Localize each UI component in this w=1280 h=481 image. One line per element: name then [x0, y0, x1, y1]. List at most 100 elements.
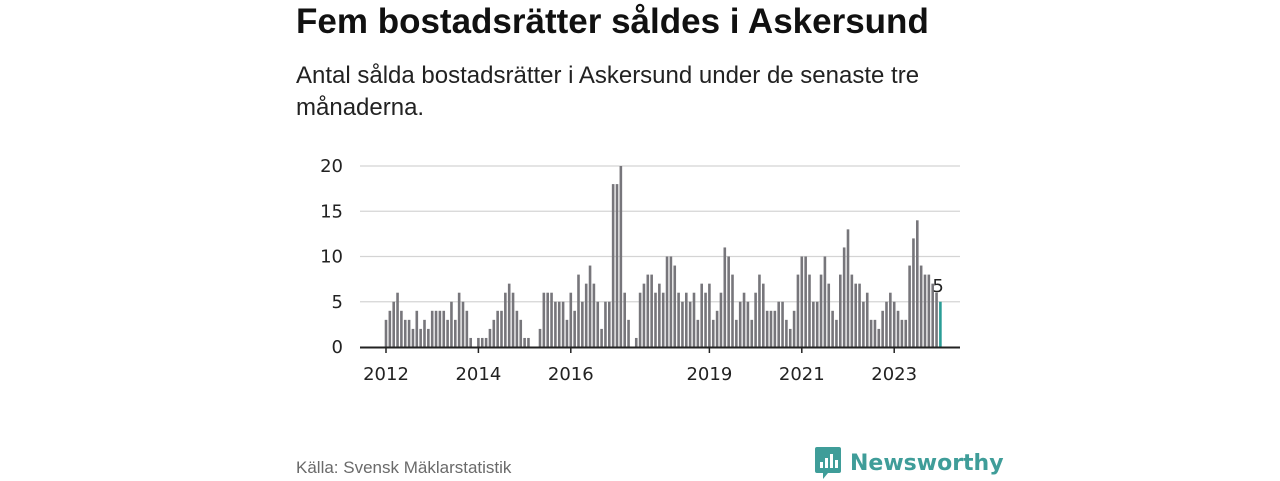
bar	[681, 301, 684, 347]
bar	[461, 301, 465, 347]
bar	[646, 274, 650, 347]
bar	[927, 274, 931, 347]
bar	[919, 265, 923, 347]
bar	[519, 319, 523, 347]
bar	[430, 310, 434, 347]
bar	[496, 310, 499, 347]
bar	[904, 319, 908, 347]
bar	[538, 328, 542, 347]
bar	[931, 283, 934, 347]
bar	[908, 265, 911, 347]
x-tick-label: 2014	[455, 364, 501, 385]
bar-highlight	[939, 301, 942, 347]
bar	[596, 301, 600, 347]
bar	[554, 301, 557, 347]
x-tick-label: 2021	[779, 364, 825, 385]
bar	[750, 319, 754, 347]
bar	[842, 247, 846, 347]
newsworthy-logo-icon	[815, 447, 841, 479]
bar	[827, 283, 831, 347]
bar	[419, 328, 422, 347]
bar	[688, 301, 692, 347]
gridlines	[360, 165, 960, 303]
bar	[507, 283, 511, 347]
bar	[846, 229, 850, 347]
bar	[665, 256, 669, 347]
bar	[565, 319, 569, 347]
bar	[411, 328, 415, 347]
brand-logo[interactable]: Newsworthy	[814, 445, 1004, 481]
bar	[604, 301, 607, 347]
bar	[661, 292, 665, 347]
bar	[615, 184, 619, 347]
bar	[457, 292, 461, 347]
chart-subtitle: Antal sålda bostadsrätter i Askersund un…	[296, 62, 920, 121]
bar	[577, 274, 580, 347]
bar	[742, 292, 746, 347]
bar	[492, 319, 496, 347]
bar	[850, 274, 854, 347]
bar	[400, 310, 403, 347]
bar	[546, 292, 549, 347]
bar	[415, 310, 419, 347]
bar	[746, 301, 750, 347]
bar	[396, 292, 399, 347]
bar	[388, 310, 392, 347]
bar	[754, 292, 757, 347]
bar	[434, 310, 438, 347]
bar	[900, 319, 904, 347]
bar	[835, 319, 838, 347]
bar	[777, 301, 780, 347]
bar	[654, 292, 657, 347]
bar	[673, 265, 677, 347]
bar	[511, 292, 515, 347]
bar	[403, 319, 407, 347]
bar	[581, 301, 584, 347]
bar	[573, 310, 576, 347]
bar	[773, 310, 777, 347]
bar	[515, 310, 519, 347]
bar-chart: 0 5 10 15 20 2012 2014 2016 2019 2021 2023 5	[320, 156, 960, 385]
bar	[916, 220, 919, 347]
bar	[696, 319, 700, 347]
bar	[384, 319, 388, 347]
bar	[711, 319, 715, 347]
bar	[785, 319, 788, 347]
bar	[569, 292, 573, 347]
bar	[889, 292, 892, 347]
bar	[815, 301, 819, 347]
bar	[758, 274, 761, 347]
bar	[523, 337, 526, 347]
bar	[804, 256, 807, 347]
bar	[719, 292, 723, 347]
bar	[685, 292, 688, 347]
bar	[669, 256, 673, 347]
x-tick-label: 2023	[871, 364, 917, 385]
chart-title: Fem bostadsrätter såldes i Askersund	[296, 2, 929, 41]
bar	[781, 301, 784, 347]
bar	[608, 301, 611, 347]
bars	[384, 166, 942, 347]
bar	[704, 292, 707, 347]
bar	[527, 337, 530, 347]
bar	[480, 337, 484, 347]
y-tick-label: 20	[320, 156, 343, 177]
bar	[912, 238, 915, 347]
bar	[446, 319, 449, 347]
bar	[796, 274, 800, 347]
y-tick-label: 10	[320, 247, 343, 268]
bar	[881, 310, 884, 347]
bar	[788, 328, 792, 347]
x-tick-label: 2012	[363, 364, 409, 385]
bar	[438, 310, 442, 347]
bar	[727, 256, 730, 347]
bar	[735, 319, 738, 347]
bar	[923, 274, 927, 347]
source-note: Källa: Svensk Mäklarstatistik	[296, 458, 512, 477]
bar	[800, 256, 804, 347]
bar	[812, 301, 815, 347]
bar	[450, 301, 453, 347]
x-tick-label: 2019	[686, 364, 732, 385]
bar	[504, 292, 507, 347]
bar	[831, 310, 834, 347]
